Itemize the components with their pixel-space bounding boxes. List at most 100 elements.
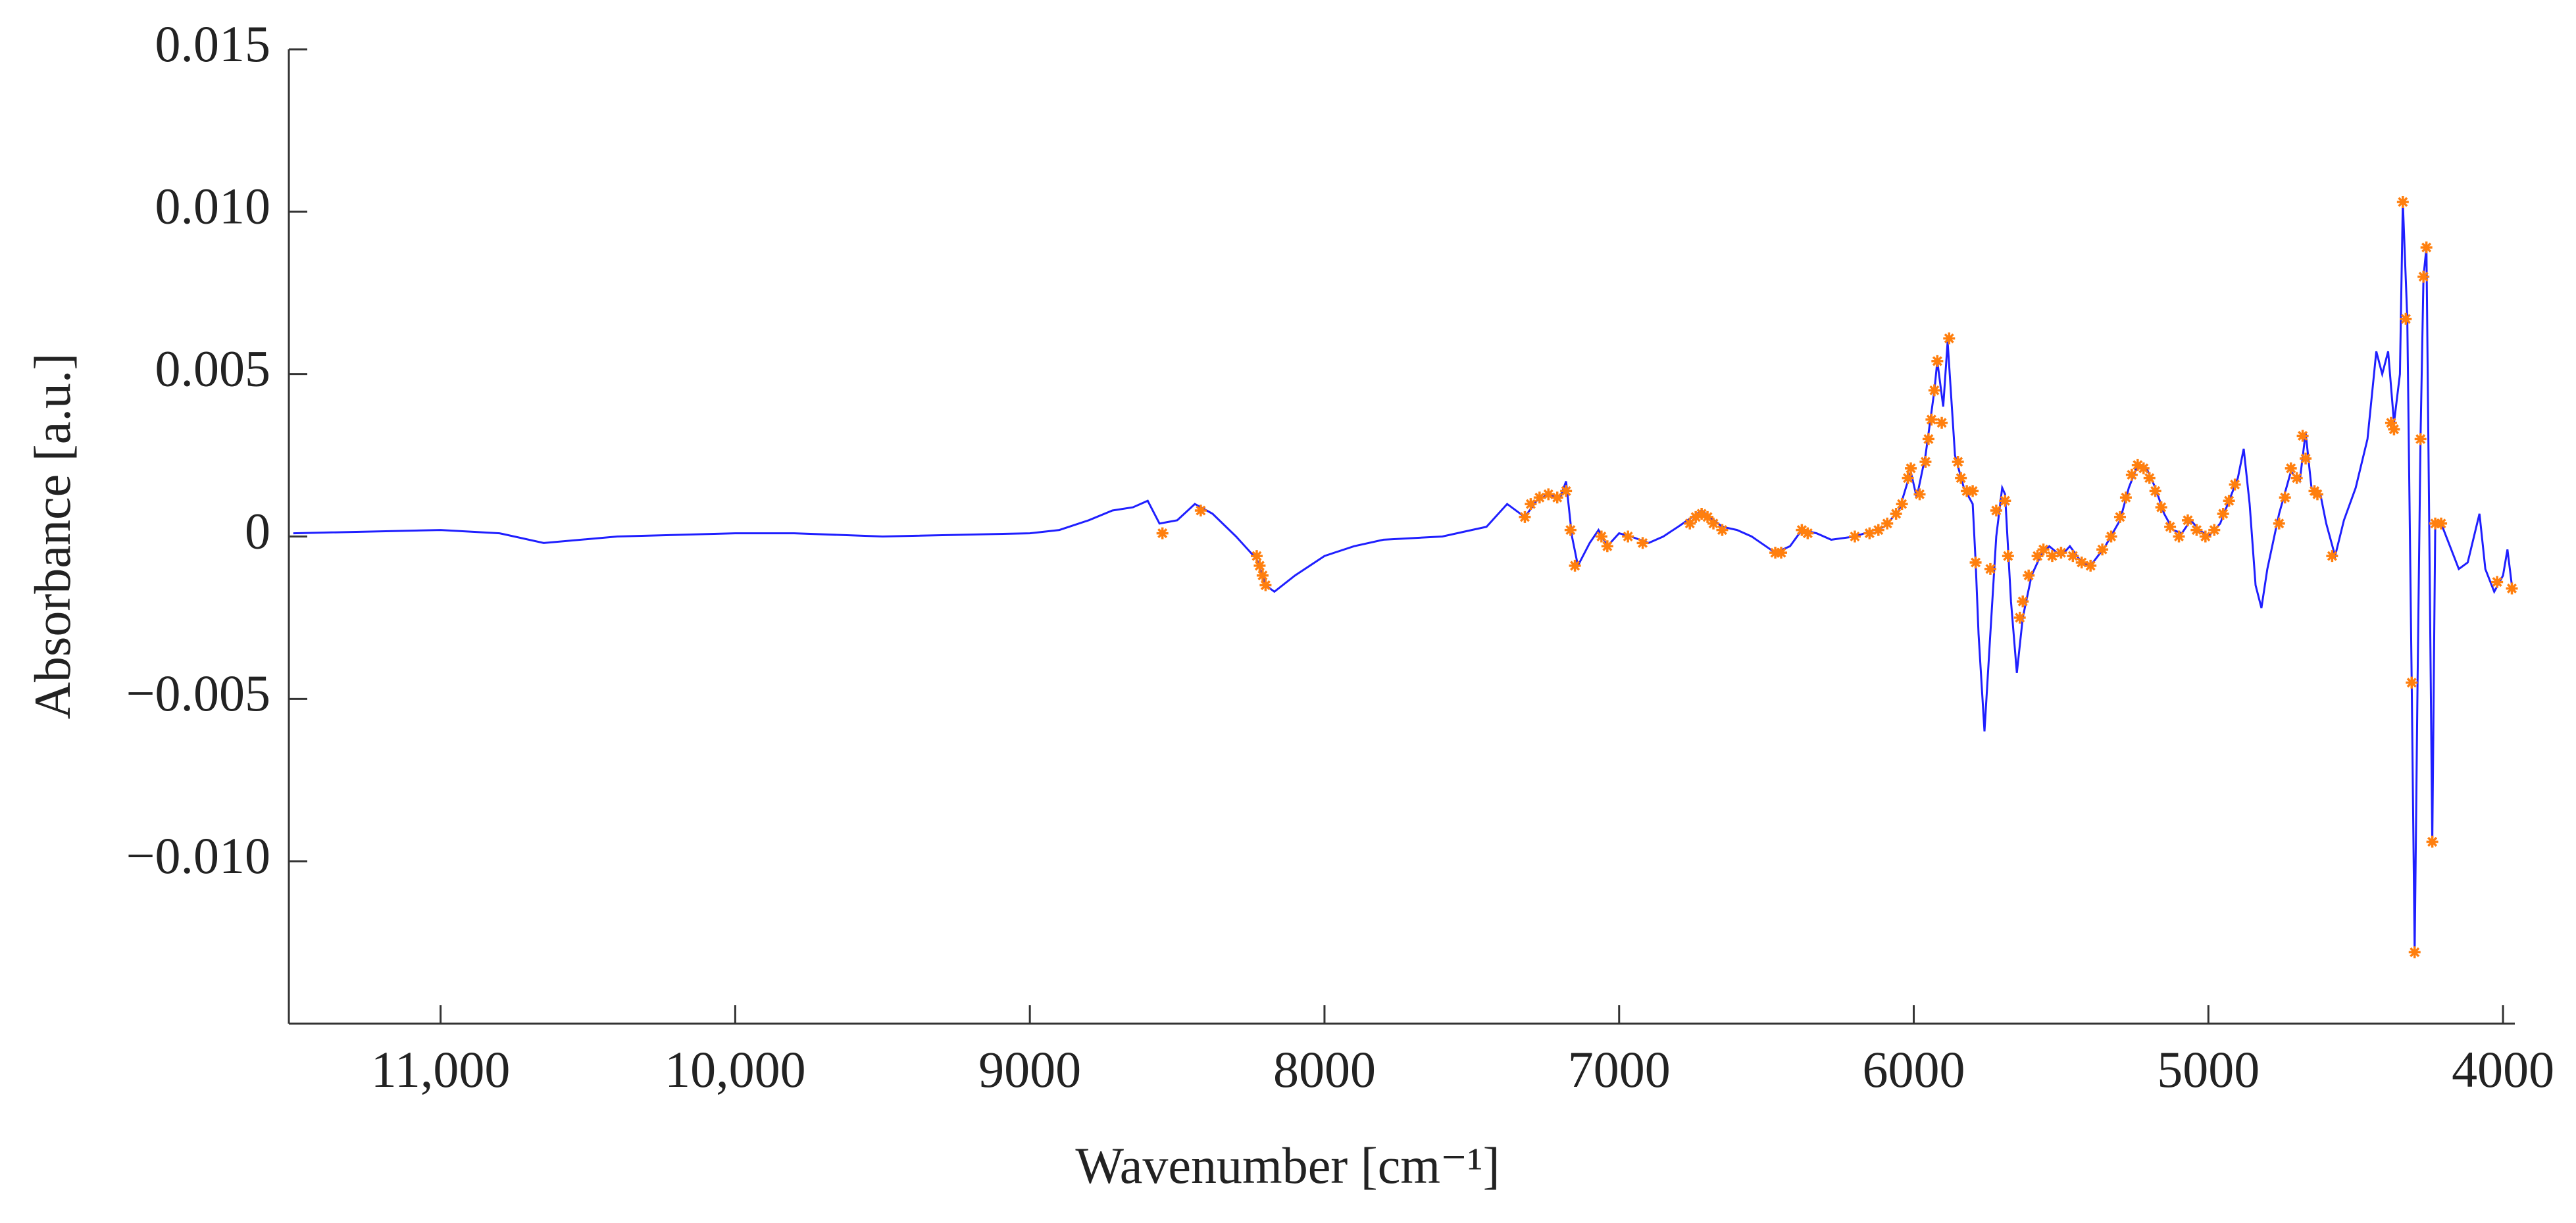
marker xyxy=(1525,498,1537,511)
marker xyxy=(2155,501,2167,514)
marker xyxy=(1775,547,1788,559)
marker xyxy=(2208,524,2221,536)
marker xyxy=(2113,511,2126,523)
marker xyxy=(2164,520,2177,533)
marker xyxy=(2067,550,2079,562)
marker xyxy=(2285,462,2297,474)
marker xyxy=(2017,595,2029,608)
marker xyxy=(2055,547,2067,559)
marker xyxy=(1872,524,1884,536)
marker xyxy=(1156,527,1169,539)
marker xyxy=(1253,559,1266,572)
marker xyxy=(1896,498,1908,511)
y-tick-label: 0 xyxy=(245,502,270,559)
marker xyxy=(2426,836,2438,848)
x-tick-label: 7000 xyxy=(1568,1041,1671,1098)
x-axis-title: Wavenumber [cm⁻¹] xyxy=(1075,1137,1500,1194)
y-tick-label: 0.015 xyxy=(155,15,271,72)
marker xyxy=(2105,530,2117,543)
x-tick-label: 11,000 xyxy=(371,1041,511,1098)
marker xyxy=(2075,556,2088,568)
marker xyxy=(1967,485,1979,497)
marker xyxy=(2013,611,2026,624)
marker xyxy=(1194,505,1207,517)
marker xyxy=(1551,491,1563,504)
marker xyxy=(1936,416,1948,429)
marker xyxy=(2037,543,2050,556)
marker xyxy=(1943,332,1956,345)
marker xyxy=(2002,550,2014,562)
marker xyxy=(1881,517,1894,530)
y-tick-label: 0.010 xyxy=(155,178,271,235)
x-tick-label: 6000 xyxy=(1863,1041,1965,1098)
marker xyxy=(2396,196,2409,209)
y-tick-label: 0.005 xyxy=(155,340,271,397)
marker xyxy=(1999,495,2011,507)
marker xyxy=(1601,540,1613,553)
marker xyxy=(2435,517,2448,530)
y-tick-label: −0.005 xyxy=(126,664,271,722)
marker xyxy=(1952,455,1964,468)
marker xyxy=(2296,430,2309,442)
marker xyxy=(2400,312,2412,325)
marker xyxy=(1802,527,1814,539)
marker xyxy=(2084,559,2097,572)
marker xyxy=(1707,517,1720,530)
marker xyxy=(1922,433,1934,445)
marker xyxy=(1569,559,1581,572)
marker xyxy=(1696,507,1708,520)
marker xyxy=(2119,491,2132,504)
marker xyxy=(2491,576,2504,588)
marker xyxy=(2408,946,2421,959)
y-tick-label: −0.010 xyxy=(126,827,271,884)
marker xyxy=(1925,413,1938,426)
marker xyxy=(2223,495,2235,507)
marker xyxy=(1984,562,1996,575)
marker xyxy=(2414,433,2427,445)
marker xyxy=(2217,507,2229,520)
marker xyxy=(2388,423,2400,436)
marker xyxy=(1990,505,2002,517)
marker xyxy=(1256,569,1269,582)
marker xyxy=(2279,491,2291,504)
x-tick-label: 9000 xyxy=(978,1041,1081,1098)
marker xyxy=(2131,459,2144,471)
marker xyxy=(1564,524,1577,536)
marker xyxy=(2273,517,2285,530)
marker xyxy=(2143,472,2156,484)
marker xyxy=(1848,530,1861,543)
marker xyxy=(2096,543,2109,556)
marker xyxy=(2229,478,2241,491)
marker xyxy=(2417,270,2430,283)
spectrum-line xyxy=(293,201,2513,953)
marker xyxy=(2137,462,2150,474)
x-tick-label: 8000 xyxy=(1273,1041,1376,1098)
marker xyxy=(1905,462,1917,474)
marker xyxy=(1913,488,1926,501)
marker xyxy=(2311,488,2323,501)
marker xyxy=(2420,241,2433,254)
marker xyxy=(2406,676,2418,689)
x-tick-label: 10,000 xyxy=(665,1041,806,1098)
marker xyxy=(2173,530,2185,543)
marker xyxy=(2326,550,2338,562)
marker xyxy=(2385,416,2397,429)
marker xyxy=(1542,488,1555,501)
x-tick-label: 5000 xyxy=(2157,1041,2260,1098)
x-tick-label: 4000 xyxy=(2452,1041,2554,1098)
marker xyxy=(1622,530,1634,543)
marker xyxy=(2023,569,2035,582)
marker xyxy=(2199,530,2211,543)
marker xyxy=(1796,524,1808,536)
marker xyxy=(1863,527,1876,539)
marker xyxy=(1259,579,1272,591)
marker xyxy=(1533,491,1546,504)
marker xyxy=(1955,472,1967,484)
marker xyxy=(1919,455,1932,468)
marker xyxy=(2506,582,2518,595)
marker xyxy=(1890,507,1902,520)
marker xyxy=(2031,550,2044,562)
marker xyxy=(1250,550,1263,562)
